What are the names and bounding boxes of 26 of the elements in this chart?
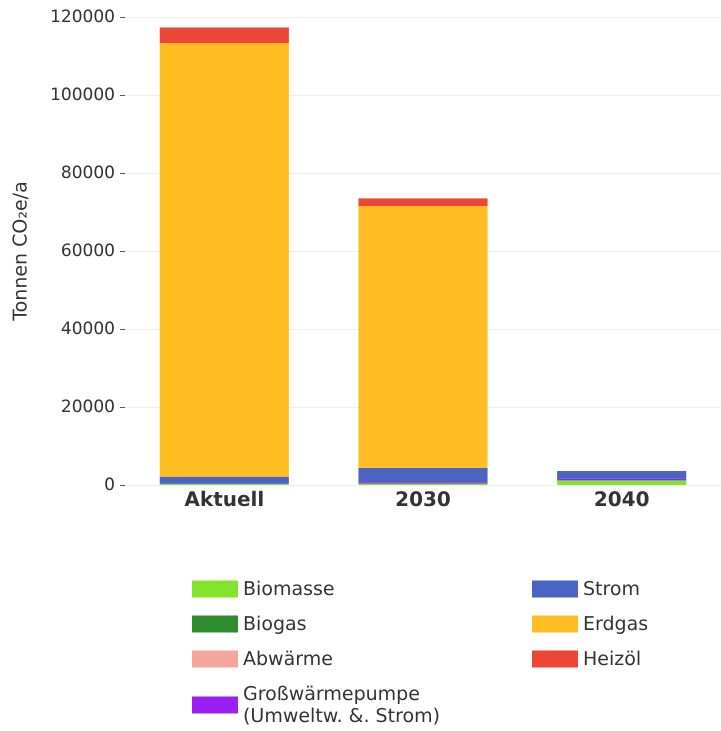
bar xyxy=(358,468,488,482)
bar xyxy=(557,480,686,485)
y-tick-label: 120000 xyxy=(50,7,115,27)
y-tick-label: 80000 xyxy=(60,163,115,183)
legend-label: Großwärmepumpe (Umweltw. &. Strom) xyxy=(243,683,440,727)
legend-label: Biogas xyxy=(243,613,307,635)
y-tick-label: 40000 xyxy=(60,319,115,339)
x-tick-label: Aktuell xyxy=(184,487,264,511)
legend-label: Strom xyxy=(583,578,640,600)
x-tick-label: 2040 xyxy=(594,487,650,511)
legend-label: Erdgas xyxy=(583,613,648,635)
bar xyxy=(160,28,289,44)
legend-label: Biomasse xyxy=(243,578,335,600)
bar xyxy=(160,476,289,484)
y-tick-label: 60000 xyxy=(60,241,115,261)
y-axis-title: Tonnen CO₂e/a xyxy=(10,181,32,322)
bar xyxy=(358,206,488,468)
bar xyxy=(358,198,488,206)
bar xyxy=(160,43,289,477)
y-tick-label: 20000 xyxy=(60,397,115,417)
bar xyxy=(557,470,686,479)
x-tick-label: 2030 xyxy=(395,487,451,511)
y-tick-label: 0 xyxy=(104,475,115,495)
y-tick-label: 100000 xyxy=(50,85,115,105)
legend-label: Heizöl xyxy=(583,648,642,670)
legend-label: Abwärme xyxy=(243,648,333,670)
